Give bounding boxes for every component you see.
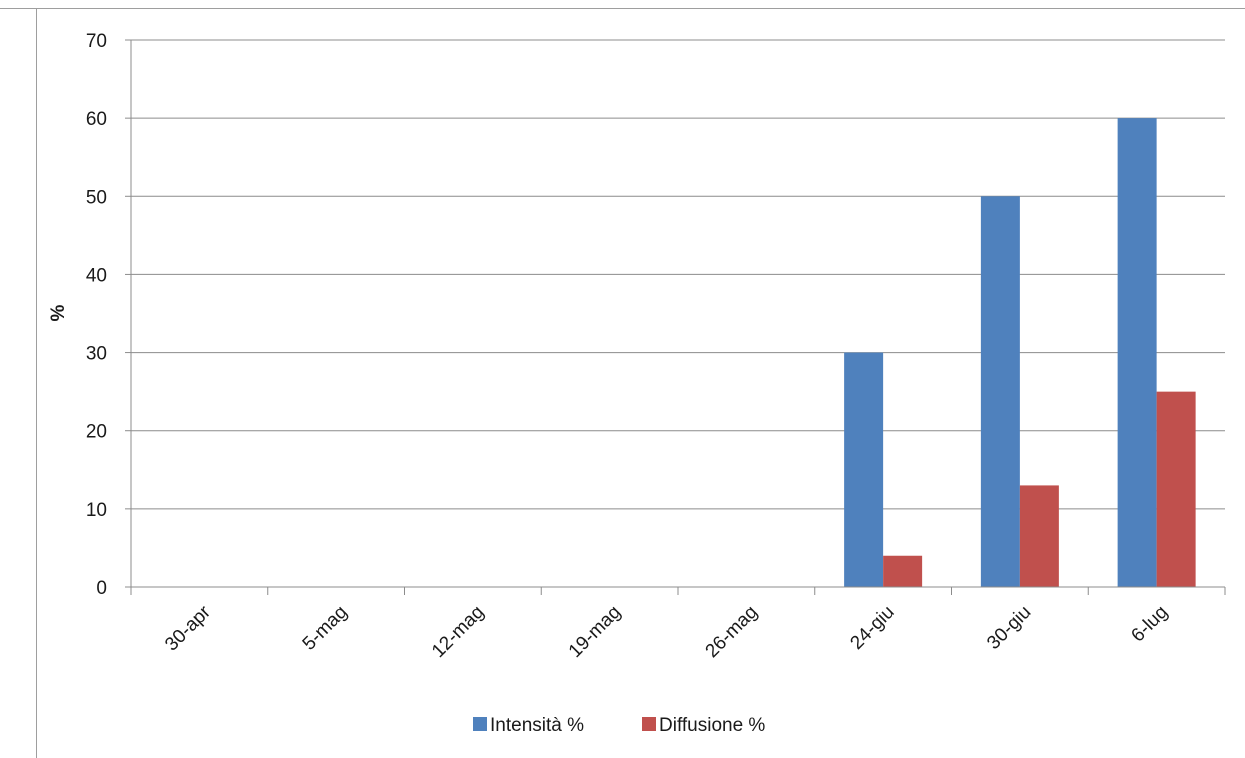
- x-tick-label: 6-lug: [1127, 602, 1172, 647]
- y-tick-label: 40: [86, 265, 107, 286]
- bar-intensita-24-giu: [844, 352, 884, 587]
- x-tick-label: 24-giu: [846, 602, 898, 654]
- x-tick-label: 30-apr: [161, 601, 215, 655]
- gridlines: [131, 39, 1225, 510]
- y-axis-ticks: 0 10 20 30 40 50 60 70: [86, 31, 131, 599]
- x-tick-label: 26-mag: [702, 602, 762, 662]
- bar-diffusione-24-giu: [883, 555, 923, 587]
- x-tick-label: 30-giu: [983, 602, 1035, 654]
- bar-diffusione-6-lug: [1156, 391, 1196, 587]
- legend-swatch: [473, 717, 487, 731]
- legend-label: Intensità %: [490, 715, 584, 736]
- frame-border-top: [0, 8, 1245, 9]
- y-tick-label: 30: [86, 344, 107, 365]
- bar-intensita-6-lug: [1117, 118, 1157, 588]
- legend-item: Diffusione %: [642, 715, 765, 736]
- y-tick-label: 50: [86, 187, 107, 208]
- axes: [130, 40, 1225, 588]
- x-axis-ticks: 30-apr 5-mag 12-mag 19-mag 26-mag 24-giu 30-gi…: [130, 587, 1226, 662]
- legend-swatch: [642, 717, 656, 731]
- y-tick-label: 10: [86, 500, 107, 521]
- y-axis-label: %: [48, 304, 69, 321]
- bar-diffusione-30-giu: [1019, 485, 1059, 587]
- x-tick-label: 19-mag: [565, 602, 625, 662]
- y-tick-label: 70: [86, 31, 107, 52]
- legend-item: Intensità %: [473, 715, 584, 736]
- x-tick-label: 12-mag: [428, 602, 488, 662]
- bar-intensita-30-giu: [980, 196, 1020, 588]
- legend: Intensità % Diffusione %: [473, 715, 765, 736]
- frame-border-left: [36, 8, 37, 758]
- bars: [844, 118, 1196, 588]
- y-tick-label: 20: [86, 422, 107, 443]
- y-tick-label: 0: [96, 578, 107, 599]
- y-tick-label: 60: [86, 109, 107, 130]
- x-tick-label: 5-mag: [299, 602, 352, 655]
- legend-label: Diffusione %: [659, 715, 765, 736]
